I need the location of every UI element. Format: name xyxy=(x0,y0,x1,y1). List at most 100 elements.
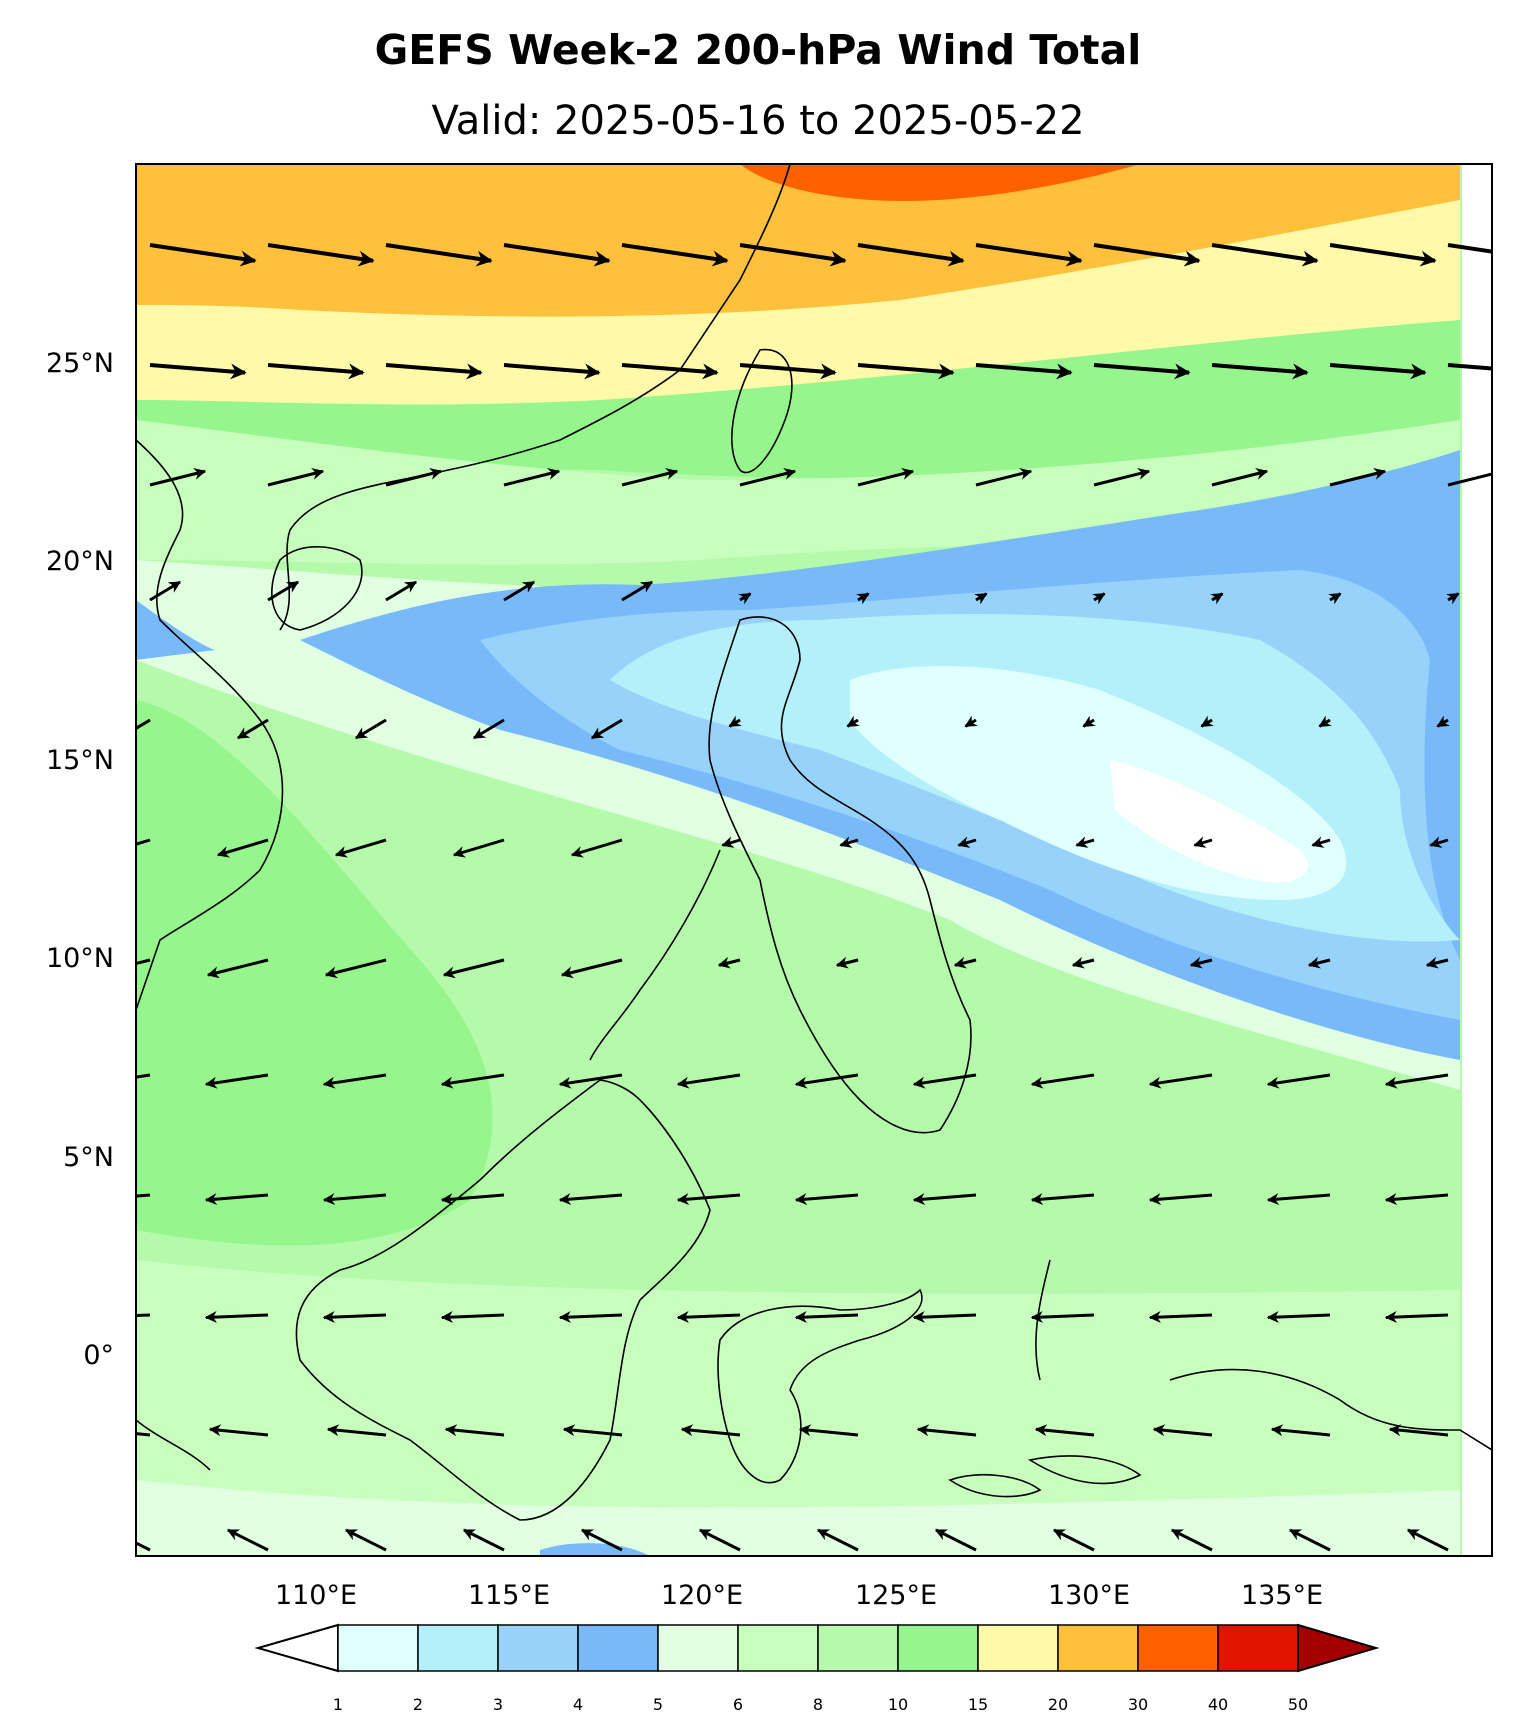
wind-vector-arrow xyxy=(1329,468,1387,487)
lat-label-10n: 10°N xyxy=(45,943,114,974)
field-10-15-west xyxy=(136,700,493,1246)
wind-vector-arrow xyxy=(621,243,729,267)
no-data-strip xyxy=(1462,164,1492,1556)
wind-vector-arrow xyxy=(839,836,859,848)
wind-vector-arrow xyxy=(580,1528,623,1552)
wind-vector-arrow xyxy=(442,958,505,979)
wind-vector-arrow xyxy=(1211,363,1309,380)
wind-vector-arrow xyxy=(912,1193,977,1206)
wind-vector-arrow xyxy=(149,363,247,380)
wind-vector-arrow xyxy=(354,718,387,740)
wind-vector-arrow xyxy=(1446,592,1460,605)
wind-vector-arrow xyxy=(798,1424,859,1437)
wind-vector-arrow xyxy=(739,243,847,267)
wind-vector-arrow xyxy=(1384,1073,1449,1089)
wind-vector-arrow xyxy=(717,956,741,969)
field-4-5-west xyxy=(136,600,215,660)
wind-vector-arrow xyxy=(322,1193,387,1206)
wind-vector-arrow xyxy=(916,1424,977,1437)
lat-label-5n: 5°N xyxy=(63,1142,114,1173)
wind-vector-arrow xyxy=(226,1528,269,1552)
wind-vector-arrow xyxy=(1288,1528,1331,1552)
wind-vector-arrow xyxy=(324,958,387,979)
colorbar-bin xyxy=(737,1624,819,1672)
wind-vector-arrow xyxy=(975,468,1033,487)
wind-vector-arrow xyxy=(558,1073,623,1089)
wind-vector-arrow xyxy=(206,958,269,979)
wind-vector-arrow xyxy=(1200,715,1214,728)
wind-vector-arrow xyxy=(1384,1193,1449,1206)
field-20-30 xyxy=(136,164,1460,317)
wind-vector-arrow xyxy=(1093,363,1191,380)
wind-vector-arrow xyxy=(503,363,601,380)
wind-vector-arrow xyxy=(975,363,1073,380)
wind-vector-arrow xyxy=(1148,1193,1213,1206)
wind-vector-arrow xyxy=(136,718,151,731)
wind-vector-arrow xyxy=(698,1528,741,1552)
wind-vector-arrow xyxy=(267,363,365,380)
chart-title: GEFS Week-2 200-hPa Wind Total xyxy=(374,26,1142,74)
colorbar-tick-label: 1 xyxy=(332,1695,344,1714)
chart-subtitle: Valid: 2025-05-16 to 2025-05-22 xyxy=(431,98,1085,144)
wind-vector-arrow xyxy=(1270,1424,1331,1437)
wind-vector-arrow xyxy=(857,243,965,267)
colorbar-bin xyxy=(897,1624,979,1672)
wind-vector-arrow xyxy=(794,1311,859,1324)
wind-vector-arrow xyxy=(1329,363,1427,380)
map-frame xyxy=(135,163,1493,1557)
lat-label-20n: 20°N xyxy=(45,546,114,577)
colorbar-bin xyxy=(817,1624,899,1672)
wind-vector-arrow xyxy=(344,1528,387,1552)
wind-vector-arrow xyxy=(857,468,915,487)
lat-label-0: 0° xyxy=(83,1340,114,1371)
wind-vector-arrow xyxy=(1030,1193,1095,1206)
wind-vector-arrow xyxy=(676,1193,741,1206)
wind-vector-arrow xyxy=(503,243,611,267)
lon-label-130e: 130°E xyxy=(1047,1580,1131,1611)
colorbar-bin xyxy=(1137,1624,1219,1672)
wind-vector-arrow xyxy=(912,1073,977,1089)
wind-vector-arrow xyxy=(728,715,742,728)
wind-vector-arrow xyxy=(149,580,182,602)
wind-vector-arrow xyxy=(1318,715,1332,728)
colorbar-tick-label: 3 xyxy=(492,1695,504,1714)
philippines-outline xyxy=(708,616,972,1134)
wind-vector-arrow xyxy=(1193,836,1213,848)
island-buru xyxy=(948,1474,1042,1498)
colorbar-bin xyxy=(657,1624,739,1672)
wind-vector-arrow xyxy=(1030,1073,1095,1089)
sumatra-coast xyxy=(136,1419,211,1471)
wind-vector-arrow xyxy=(676,1073,741,1089)
wind-vector-arrow xyxy=(204,1193,269,1206)
wind-vector-arrow xyxy=(857,363,955,380)
wind-vector-arrow xyxy=(1406,1528,1449,1552)
colorbar-tick-label: 2 xyxy=(412,1695,424,1714)
colorbar-tick-label: 10 xyxy=(887,1695,909,1714)
colorbar-bin xyxy=(577,1624,659,1672)
sulawesi-outline xyxy=(717,1288,923,1484)
wind-vector-arrow xyxy=(444,1424,505,1437)
wind-vector-arrow xyxy=(1170,1528,1213,1552)
wind-vector-arrow xyxy=(794,1193,859,1206)
lon-label-110e: 110°E xyxy=(274,1580,358,1611)
wind-vector-arrow xyxy=(1211,468,1269,487)
wind-vector-arrow xyxy=(136,1541,151,1552)
wind-vector-arrow xyxy=(856,592,870,605)
wind-vector-arrow xyxy=(267,468,325,487)
wind-vector-arrow xyxy=(440,1073,505,1089)
wind-vector-arrow xyxy=(1388,1424,1449,1437)
wind-vector-arrow xyxy=(558,1193,623,1206)
lon-label-125e: 125°E xyxy=(854,1580,938,1611)
wind-vector-arrow xyxy=(974,592,988,605)
wind-vector-arrow xyxy=(562,1424,623,1437)
wind-vector-arrow xyxy=(326,1424,387,1437)
wind-vector-arrow xyxy=(136,838,151,846)
wind-vector-arrow xyxy=(1447,243,1492,254)
hainan-island xyxy=(271,546,363,631)
wind-vector-arrow xyxy=(440,1193,505,1206)
colorbar-bin xyxy=(417,1624,499,1672)
wind-vector-arrow xyxy=(953,956,977,969)
wind-vector-arrow xyxy=(267,243,375,267)
wind-vector-arrow xyxy=(1093,243,1201,267)
colorbar-tick-label: 20 xyxy=(1047,1695,1069,1714)
